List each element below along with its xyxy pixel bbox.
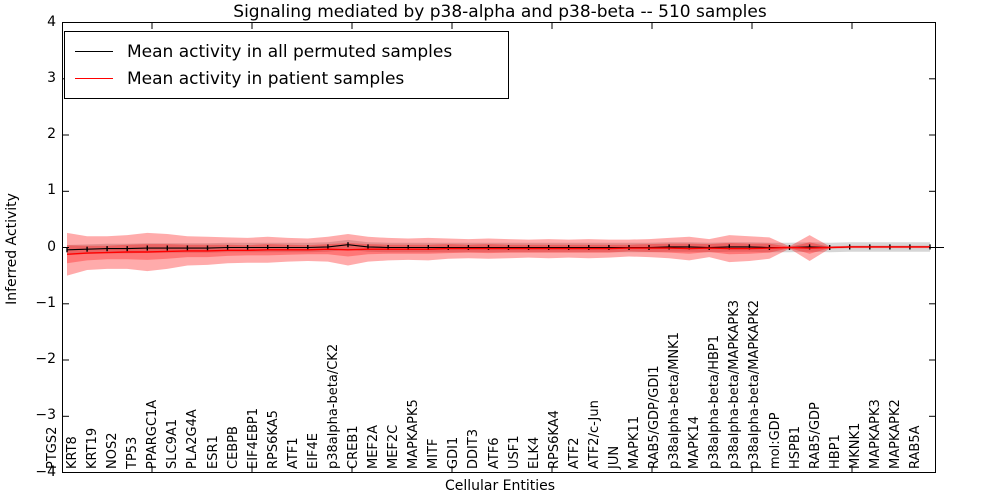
x-tick-label: ATF2 [566, 437, 582, 469]
x-tick-label: KRT8 [65, 436, 81, 469]
x-tick-label: GDI1 [446, 436, 462, 469]
x-tick-label: MKNK1 [847, 422, 863, 469]
y-tick-label: 4 [47, 13, 56, 30]
x-tick-label: p38alpha-beta/CK2 [325, 343, 341, 469]
y-tick-label: −4 [35, 463, 56, 480]
y-tick-label: 2 [47, 126, 56, 142]
y-tick-label: −3 [35, 407, 56, 424]
y-axis-title: Inferred Activity [4, 193, 20, 305]
x-tick-label: MAPK11 [627, 415, 643, 469]
x-tick-label: TP53 [125, 436, 141, 469]
x-tick-label: MAPKAPK2 [887, 399, 903, 469]
y-tick-label: 0 [47, 238, 56, 255]
x-tick-label: CEBPB [225, 426, 241, 469]
permuted-line-swatch [75, 51, 113, 52]
x-tick-label: MAPKAPK5 [406, 399, 422, 469]
x-tick-label: SLC9A1 [165, 418, 181, 469]
patient-line-swatch [75, 78, 113, 79]
x-tick-label: HSPB1 [787, 425, 803, 469]
x-tick-label: ATF1 [285, 437, 301, 469]
x-tick-label: RPS6KA5 [265, 410, 281, 469]
x-axis-title: Cellular Entities [444, 478, 556, 494]
x-tick-label: RAB5A [908, 425, 923, 469]
x-tick-label: NOS2 [105, 432, 121, 469]
x-tick-label: PPARGC1A [145, 399, 161, 469]
x-tick-label: PTGS2 [45, 426, 60, 469]
y-tick-label: 1 [47, 182, 56, 199]
x-tick-label: KRT19 [85, 427, 101, 469]
x-tick-label: ELK4 [526, 436, 542, 469]
x-tick-label: p38alpha-beta/HBP1 [707, 334, 723, 469]
x-tick-label: USF1 [506, 435, 522, 469]
legend-label-patient: Mean activity in patient samples [127, 68, 405, 89]
x-tick-label: mol:GDP [767, 412, 783, 469]
x-tick-label: MITF [426, 438, 442, 469]
x-tick-label: MAPKAPK3 [867, 399, 883, 469]
x-tick-label: EIF4EBP1 [245, 407, 261, 469]
legend-item-patient: Mean activity in patient samples [65, 65, 508, 92]
x-tick-label: PLA2G4A [185, 409, 201, 469]
x-tick-label: CREB1 [346, 425, 362, 469]
x-tick-label: HBP1 [827, 434, 843, 469]
y-tick-label: −1 [35, 294, 56, 311]
patient-mean-line [66, 246, 930, 255]
x-tick-label: p38alpha-beta/MNK1 [667, 332, 683, 469]
legend: Mean activity in all permuted samples Me… [64, 31, 509, 99]
x-tick-label: RPS6KA4 [546, 410, 562, 469]
x-tick-label: JUN [606, 445, 622, 469]
x-tick-label: RAB5/GDP/GDI1 [647, 365, 663, 469]
x-tick-label: RAB5/GDP [807, 402, 823, 469]
x-tick-label: p38alpha-beta/MAPKAPK2 [747, 300, 763, 469]
x-tick-label: ESR1 [205, 435, 221, 469]
patient-samples-outer-band [67, 232, 930, 276]
x-tick-label: EIF4E [305, 432, 321, 469]
x-tick-label: MEF2C [386, 424, 402, 469]
y-tick-label: 3 [47, 69, 56, 86]
x-tick-label: MEF2A [366, 424, 382, 469]
x-tick-label: p38alpha-beta/MAPKAPK3 [727, 300, 743, 469]
x-tick-label: MAPK14 [687, 415, 703, 469]
y-tick-label: −2 [35, 351, 56, 367]
chart-title: Signaling mediated by p38-alpha and p38-… [233, 2, 767, 22]
x-tick-label: ATF6 [486, 437, 502, 469]
x-tick-label: ATF2/c-Jun [586, 400, 602, 469]
legend-label-permuted: Mean activity in all permuted samples [127, 41, 453, 62]
x-tick-label: DDIT3 [466, 428, 482, 469]
legend-item-permuted: Mean activity in all permuted samples [65, 38, 508, 65]
